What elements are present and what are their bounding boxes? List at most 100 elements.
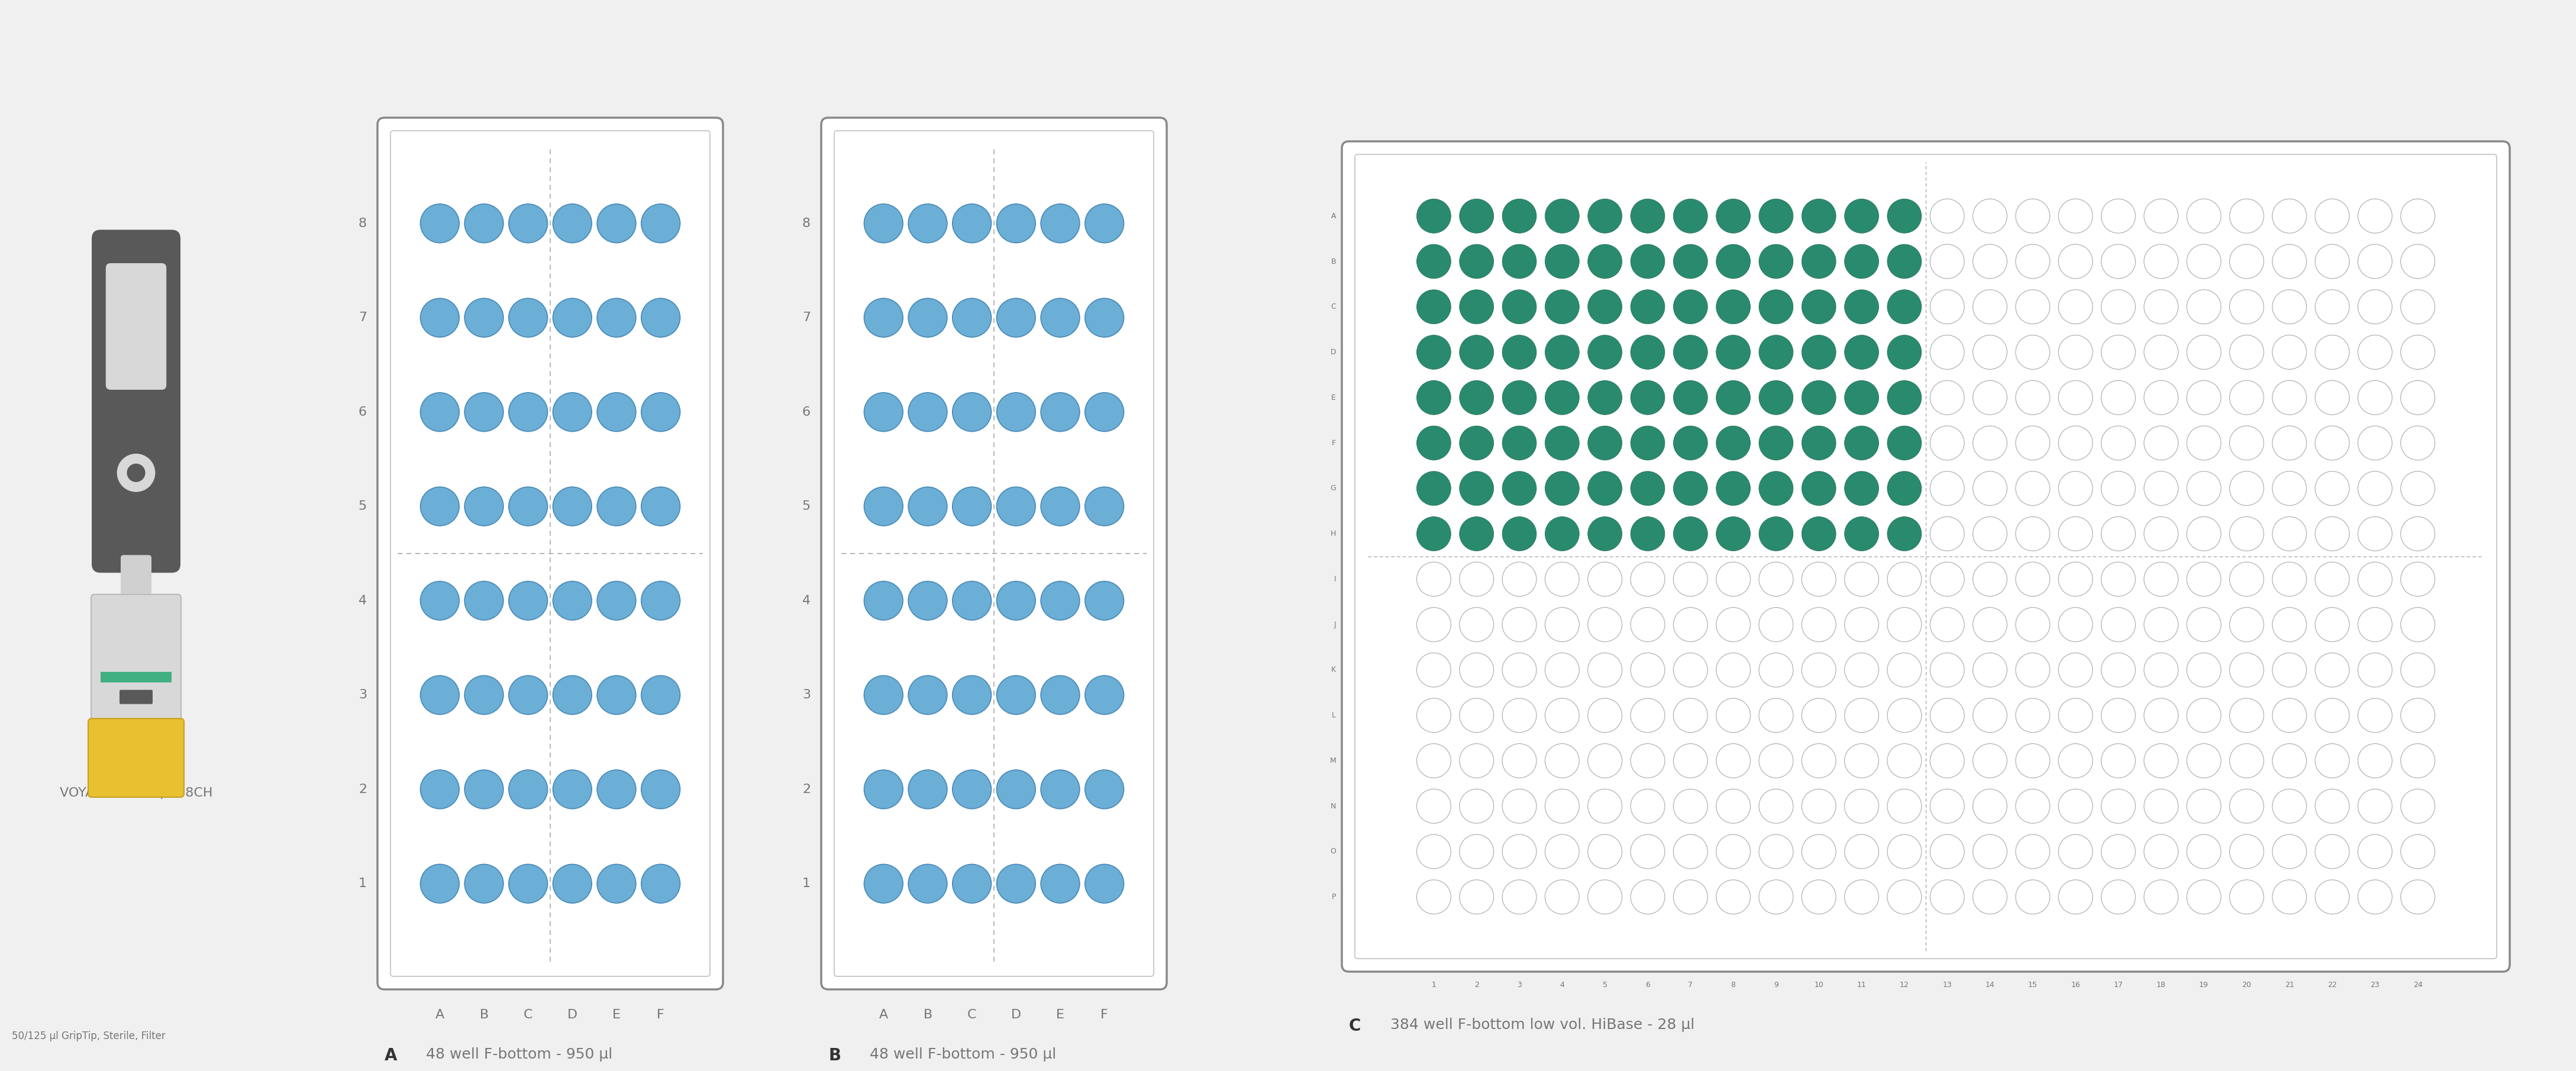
Circle shape [1888, 199, 1922, 233]
Circle shape [2187, 562, 2221, 597]
Circle shape [2187, 698, 2221, 733]
Circle shape [2401, 562, 2434, 597]
Circle shape [2316, 653, 2349, 688]
Circle shape [2316, 880, 2349, 914]
Circle shape [2401, 290, 2434, 323]
Circle shape [2014, 426, 2050, 461]
Circle shape [126, 464, 144, 482]
Circle shape [507, 299, 549, 337]
Circle shape [1674, 290, 1708, 323]
Circle shape [2401, 244, 2434, 278]
Circle shape [1716, 335, 1749, 369]
Text: B: B [922, 1009, 933, 1021]
Circle shape [1546, 244, 1579, 278]
Circle shape [1973, 562, 2007, 597]
Circle shape [2231, 834, 2264, 869]
Circle shape [420, 203, 459, 243]
Circle shape [1888, 789, 1922, 824]
Circle shape [2357, 789, 2393, 824]
Circle shape [1929, 516, 1965, 550]
Circle shape [1973, 199, 2007, 233]
Circle shape [507, 676, 549, 714]
Circle shape [2014, 653, 2050, 688]
Circle shape [2272, 653, 2306, 688]
Circle shape [1674, 880, 1708, 914]
Circle shape [1587, 607, 1623, 642]
Circle shape [1973, 516, 2007, 550]
Circle shape [1502, 380, 1535, 414]
Circle shape [2401, 516, 2434, 550]
Circle shape [2058, 290, 2092, 323]
Circle shape [2401, 199, 2434, 233]
Circle shape [1759, 199, 1793, 233]
Circle shape [1084, 203, 1123, 243]
Circle shape [2143, 516, 2179, 550]
Circle shape [1417, 880, 1450, 914]
Circle shape [1461, 244, 1494, 278]
Circle shape [2058, 743, 2092, 778]
Text: 18: 18 [2156, 981, 2166, 989]
Circle shape [1546, 426, 1579, 461]
Circle shape [2272, 698, 2306, 733]
Circle shape [1929, 471, 1965, 506]
Circle shape [1716, 743, 1749, 778]
Circle shape [1417, 789, 1450, 824]
Text: 48 well F-bottom - 950 µl: 48 well F-bottom - 950 µl [871, 1047, 1056, 1061]
Circle shape [2357, 834, 2393, 869]
Circle shape [2231, 880, 2264, 914]
Text: 7: 7 [801, 312, 811, 323]
Circle shape [2058, 607, 2092, 642]
Circle shape [1546, 698, 1579, 733]
Circle shape [641, 487, 680, 526]
Circle shape [2143, 789, 2179, 824]
Circle shape [2316, 607, 2349, 642]
Circle shape [997, 487, 1036, 526]
Circle shape [554, 770, 592, 809]
Circle shape [1973, 880, 2007, 914]
Circle shape [2401, 698, 2434, 733]
Circle shape [1502, 471, 1535, 506]
Circle shape [464, 770, 502, 809]
Circle shape [464, 582, 502, 620]
Circle shape [2102, 199, 2136, 233]
Circle shape [1587, 880, 1623, 914]
Circle shape [598, 676, 636, 714]
Circle shape [2102, 562, 2136, 597]
Circle shape [2231, 426, 2264, 461]
Circle shape [2272, 789, 2306, 824]
Circle shape [2272, 426, 2306, 461]
Circle shape [2401, 335, 2434, 369]
Circle shape [2316, 335, 2349, 369]
Text: A: A [1332, 212, 1337, 220]
Text: C: C [523, 1009, 533, 1021]
FancyBboxPatch shape [90, 691, 183, 755]
Circle shape [1084, 770, 1123, 809]
Circle shape [2058, 199, 2092, 233]
Circle shape [1888, 516, 1922, 550]
FancyBboxPatch shape [93, 230, 180, 573]
Circle shape [1929, 426, 1965, 461]
Circle shape [2231, 607, 2264, 642]
Circle shape [2058, 698, 2092, 733]
Circle shape [2231, 516, 2264, 550]
Circle shape [1631, 335, 1664, 369]
Text: B: B [1332, 257, 1337, 266]
Circle shape [953, 393, 992, 432]
Circle shape [2102, 244, 2136, 278]
Circle shape [1716, 789, 1749, 824]
Text: D: D [1329, 348, 1337, 356]
Circle shape [2058, 789, 2092, 824]
Circle shape [2231, 199, 2264, 233]
Text: 16: 16 [2071, 981, 2081, 989]
Circle shape [2187, 880, 2221, 914]
Circle shape [2014, 698, 2050, 733]
Circle shape [863, 676, 904, 714]
Circle shape [1041, 582, 1079, 620]
Circle shape [2014, 471, 2050, 506]
Circle shape [2231, 789, 2264, 824]
Text: 2: 2 [358, 784, 366, 796]
Text: 48 well F-bottom - 950 µl: 48 well F-bottom - 950 µl [425, 1047, 613, 1061]
Circle shape [2231, 471, 2264, 506]
Circle shape [641, 864, 680, 903]
Circle shape [1417, 244, 1450, 278]
